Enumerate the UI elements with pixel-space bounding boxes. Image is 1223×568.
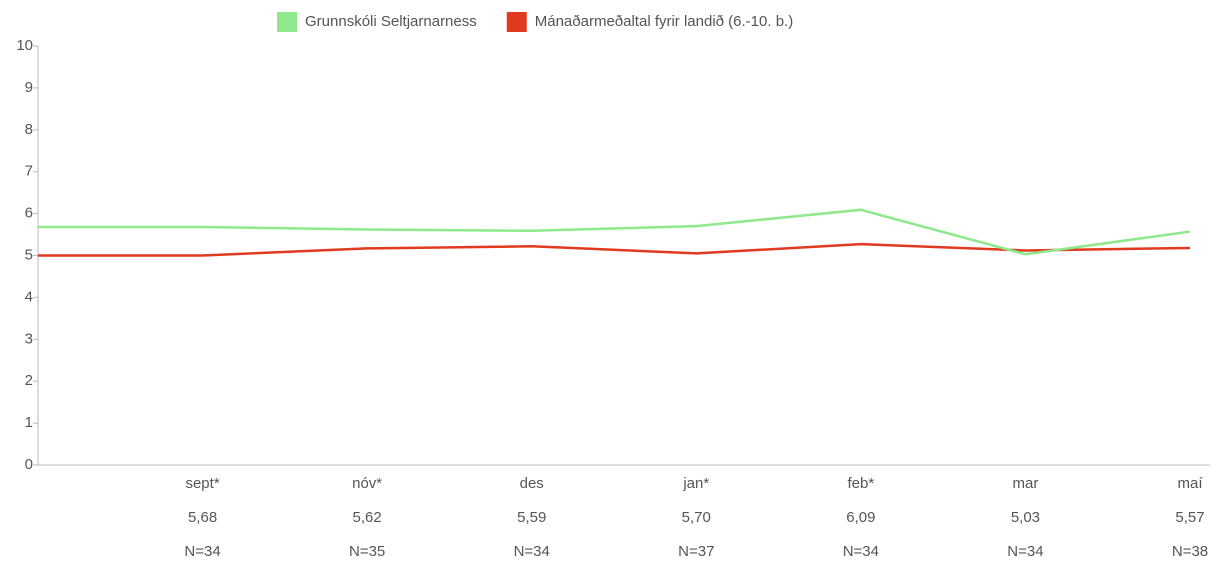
x-tick-label: mar <box>1013 475 1039 492</box>
x-tick-label: sept* <box>185 475 219 492</box>
y-tick-label: 5 <box>25 246 33 263</box>
x-tick-label: des <box>520 475 544 492</box>
x-tick-label: nóv* <box>352 475 382 492</box>
value-label: 5,62 <box>353 509 382 526</box>
legend-swatch <box>506 12 527 32</box>
value-label: 5,03 <box>1011 509 1040 526</box>
series-line <box>38 242 1191 257</box>
series-line <box>38 208 1191 256</box>
sample-size: N=35 <box>349 543 385 560</box>
sample-size: N=34 <box>1007 543 1043 560</box>
legend-label: Mánaðarmeðaltal fyrir landið (6.-10. b.) <box>535 13 793 30</box>
sample-size: N=34 <box>843 543 879 560</box>
sample-size: N=37 <box>678 543 714 560</box>
y-tick-label: 4 <box>25 288 33 305</box>
value-label: 6,09 <box>846 509 875 526</box>
legend-label: Grunnskóli Seltjarnarness <box>305 13 477 30</box>
value-label: 5,68 <box>188 509 217 526</box>
y-tick-label: 3 <box>25 330 33 347</box>
y-tick-label: 2 <box>25 372 33 389</box>
y-tick-label: 6 <box>25 205 33 222</box>
sample-size: N=38 <box>1172 543 1208 560</box>
y-tick-label: 0 <box>25 456 33 473</box>
x-tick-label: feb* <box>848 475 875 492</box>
sample-size: N=34 <box>514 543 550 560</box>
y-tick-label: 10 <box>16 37 33 54</box>
y-tick-label: 8 <box>25 121 33 138</box>
value-label: 5,59 <box>517 509 546 526</box>
sample-size: N=34 <box>184 543 220 560</box>
x-tick-label: jan* <box>682 475 709 492</box>
y-tick-label: 9 <box>25 79 33 96</box>
y-tick-label: 1 <box>25 414 33 431</box>
value-label: 5,70 <box>682 509 711 526</box>
x-tick-label: maí <box>1177 475 1203 492</box>
y-tick-label: 7 <box>25 163 33 180</box>
legend-swatch <box>277 12 297 32</box>
value-label: 5,57 <box>1175 509 1204 526</box>
